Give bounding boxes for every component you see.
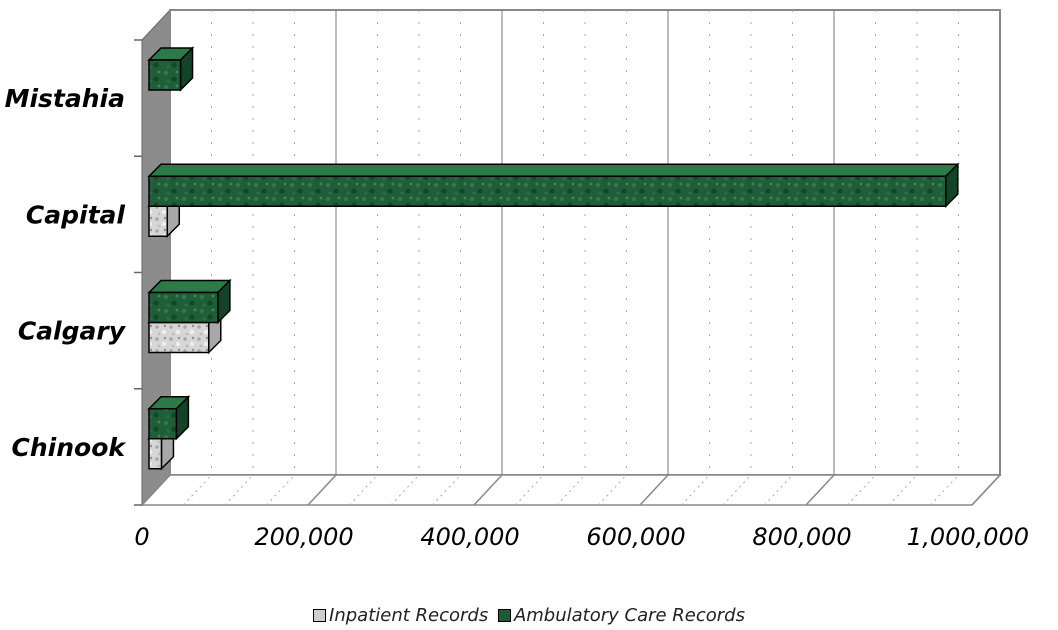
floor-gridline bbox=[183, 474, 212, 506]
bar-front bbox=[148, 205, 169, 237]
category-label: Capital bbox=[26, 200, 126, 229]
ambulatory-bar bbox=[147, 394, 191, 441]
floor-gridline bbox=[764, 474, 793, 506]
ambulatory-bar bbox=[147, 278, 232, 325]
floor-gridline bbox=[639, 474, 669, 506]
bar-top bbox=[147, 279, 232, 294]
floor-gridline bbox=[556, 474, 586, 506]
ambulatory-swatch bbox=[497, 609, 511, 622]
legend-item-ambulatory: Ambulatory Care Records bbox=[497, 605, 745, 626]
x-tick-label: 1,000,000 bbox=[907, 523, 1029, 551]
legend-label-inpatient: Inpatient Records bbox=[329, 605, 489, 626]
category-ticks bbox=[134, 39, 142, 506]
x-tick-label: 200,000 bbox=[254, 523, 353, 551]
floor-gridline bbox=[224, 474, 254, 506]
plot-frame bbox=[140, 8, 1002, 507]
floor-gridline bbox=[722, 474, 752, 506]
bar-front bbox=[148, 175, 947, 207]
floor-gridline bbox=[681, 474, 710, 506]
floor-gridline bbox=[598, 474, 627, 506]
floor-gridline bbox=[141, 474, 171, 506]
ambulatory-bar bbox=[147, 162, 960, 209]
bar-front bbox=[148, 438, 163, 470]
floor-gridline bbox=[847, 474, 876, 506]
x-tick-label: 0 bbox=[134, 523, 149, 551]
x-tick-label: 600,000 bbox=[586, 523, 685, 551]
x-tick-label: 800,000 bbox=[752, 523, 851, 551]
floor-gridline bbox=[473, 474, 503, 506]
category-labels: Mistahia Capital Calgary Chinook bbox=[5, 84, 127, 462]
floor-gridline bbox=[432, 474, 461, 506]
bar-front bbox=[148, 408, 178, 440]
x-tick-labels: 0 200,000 400,000 600,000 800,000 1,000,000 bbox=[134, 523, 1029, 551]
floor-gridline bbox=[805, 474, 835, 506]
category-label: Chinook bbox=[12, 433, 127, 462]
floor-gridline bbox=[930, 474, 959, 506]
bars bbox=[147, 46, 960, 471]
floor-gridline bbox=[515, 474, 544, 506]
legend-label-ambulatory: Ambulatory Care Records bbox=[513, 605, 745, 626]
inpatient-swatch bbox=[313, 609, 327, 622]
bar-front bbox=[148, 291, 219, 324]
category-label: Calgary bbox=[18, 317, 127, 346]
floor-gridline bbox=[390, 474, 420, 506]
floor-gridline bbox=[349, 474, 378, 506]
gridlines bbox=[141, 10, 1001, 506]
legend: Inpatient Records Ambulatory Care Record… bbox=[0, 605, 1058, 627]
floor-gridline bbox=[888, 474, 918, 506]
floor-gridline bbox=[971, 474, 1001, 506]
ambulatory-bar bbox=[147, 46, 195, 92]
bar-front bbox=[148, 321, 210, 354]
x-tick-label: 400,000 bbox=[420, 523, 519, 551]
legend-item-inpatient: Inpatient Records bbox=[313, 605, 488, 626]
chart: Mistahia Capital Calgary Chinook 0 200,000 40… bbox=[5, 8, 1029, 551]
bar-front bbox=[148, 59, 182, 91]
bar-top bbox=[147, 163, 960, 177]
category-label: Mistahia bbox=[5, 84, 125, 113]
floor-gridline bbox=[266, 474, 295, 506]
back-wall bbox=[169, 9, 1001, 476]
floor-gridline bbox=[307, 474, 337, 506]
